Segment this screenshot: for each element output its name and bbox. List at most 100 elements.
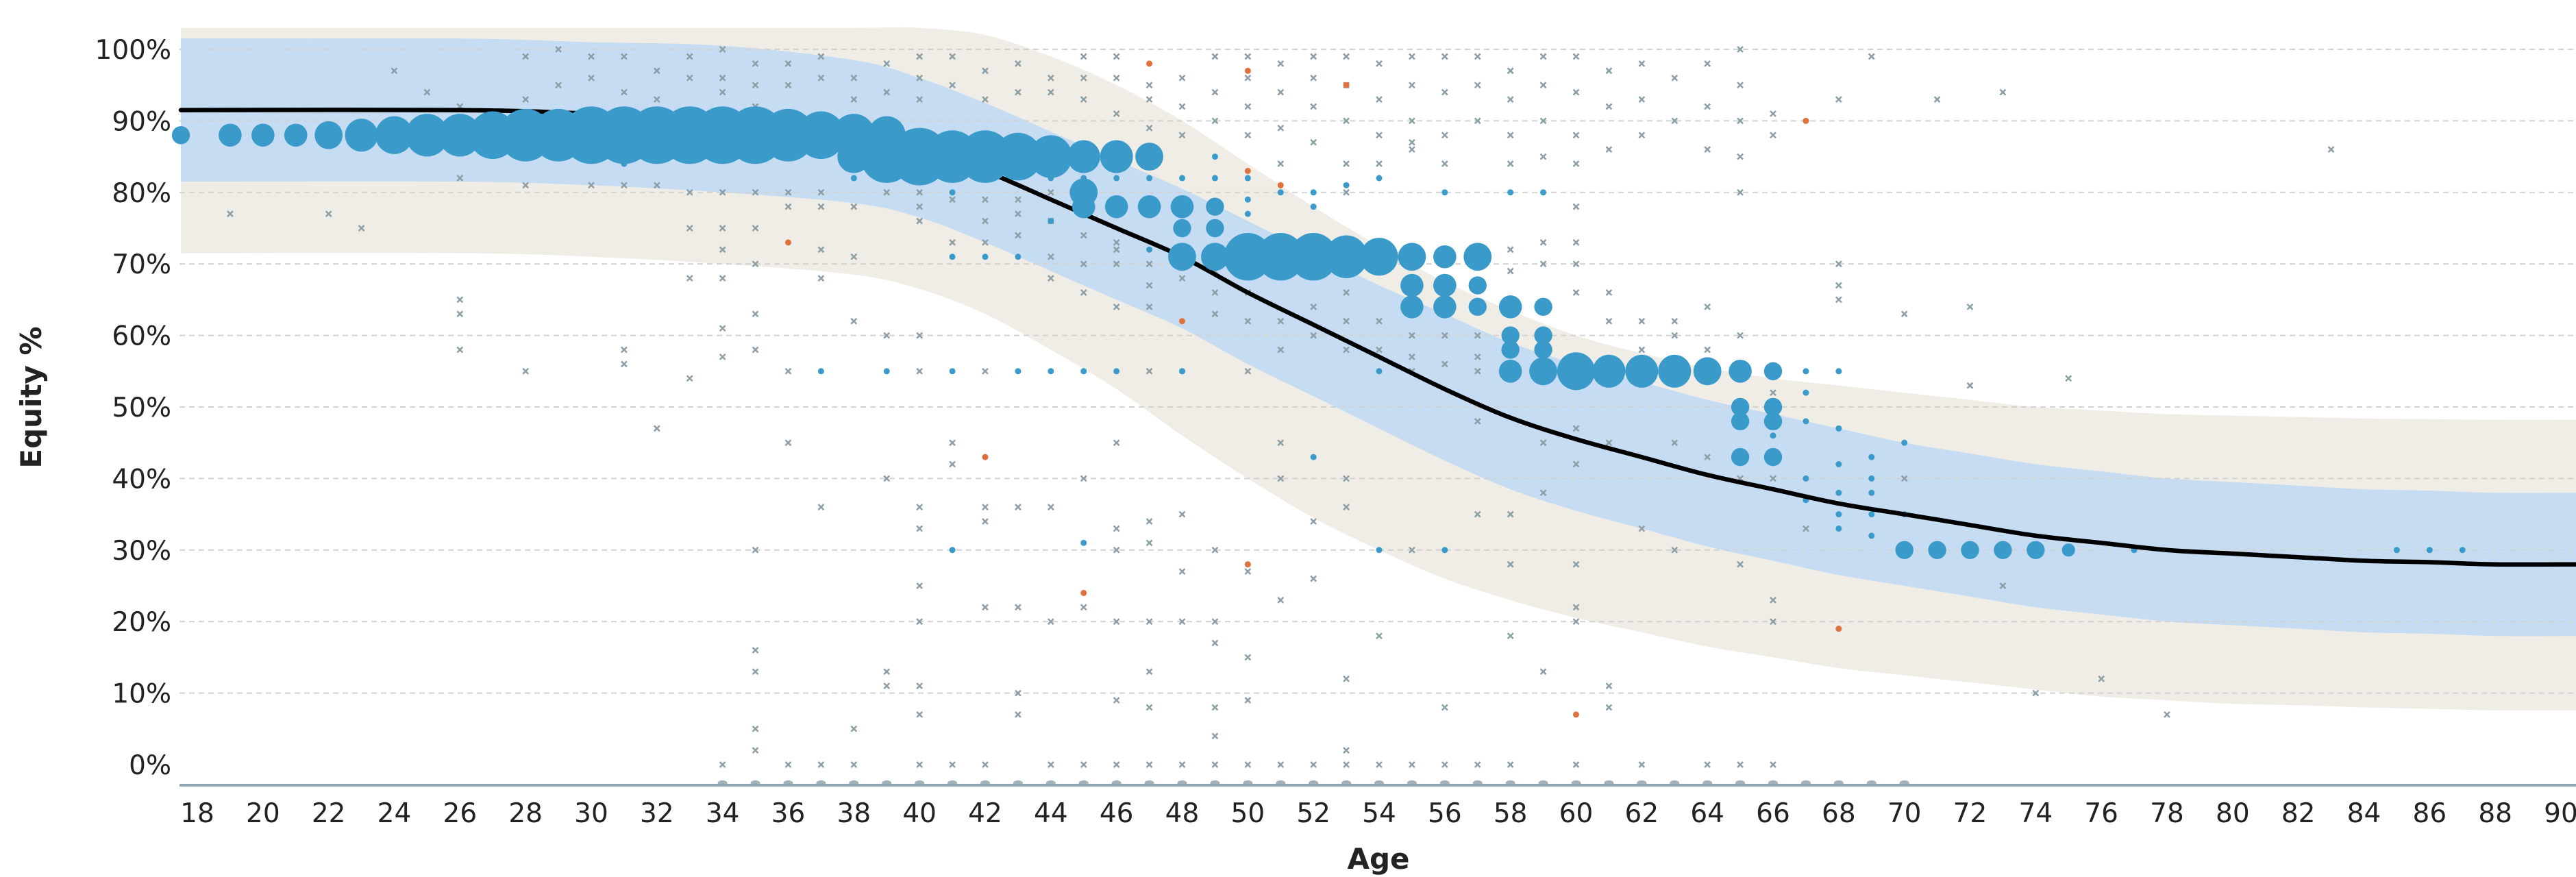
data-point <box>1605 439 1613 447</box>
data-point <box>850 175 857 182</box>
data-point-stroke <box>1211 732 1219 740</box>
data-point-stroke <box>1441 761 1448 768</box>
data-point-stroke <box>916 504 924 511</box>
data-point <box>1507 189 1514 196</box>
data-point-stroke <box>1343 747 1350 754</box>
data-point-stroke <box>1244 317 1252 325</box>
x-tick-label: 26 <box>443 798 478 829</box>
data-point <box>1900 475 1908 482</box>
data-point <box>949 439 956 447</box>
bubble-point <box>406 114 449 157</box>
data-point-stroke <box>1605 704 1613 711</box>
data-point <box>621 182 628 189</box>
data-point-stroke <box>227 210 234 218</box>
data-point <box>1113 74 1120 82</box>
data-point-stroke <box>1310 103 1317 110</box>
data-point-stroke <box>1704 454 1711 460</box>
data-point <box>1539 117 1547 125</box>
data-point-stroke <box>1343 761 1350 768</box>
data-point <box>1178 618 1186 626</box>
x-tick-label: 64 <box>1690 798 1724 829</box>
x-tick-label: 84 <box>2347 798 2381 829</box>
data-point <box>1605 289 1613 296</box>
data-point <box>1343 182 1350 188</box>
data-point <box>522 182 530 189</box>
data-point-stroke <box>1376 761 1383 768</box>
x-tick-label: 60 <box>1559 798 1594 829</box>
data-point-stroke <box>883 60 891 67</box>
data-point-stroke <box>982 504 989 511</box>
data-point <box>1015 689 1021 697</box>
y-axis-title: Equity % <box>14 326 48 468</box>
data-point <box>1343 117 1350 125</box>
data-point-stroke <box>1145 260 1153 268</box>
data-point <box>1704 303 1711 310</box>
bubble-point <box>1895 541 1914 559</box>
data-point <box>1539 53 1547 60</box>
data-point <box>1605 317 1613 325</box>
data-point-stroke <box>1113 525 1120 532</box>
data-point-stroke <box>817 761 825 768</box>
data-point <box>1933 96 1941 103</box>
data-point-stroke <box>1409 354 1415 360</box>
data-point <box>1343 317 1350 325</box>
data-point-stroke <box>1900 310 1908 318</box>
data-point-stroke <box>1704 60 1711 67</box>
data-point <box>1310 189 1317 196</box>
data-point <box>1376 368 1383 375</box>
data-point <box>850 761 858 768</box>
data-point <box>1605 146 1613 153</box>
x-tick-label: 70 <box>1887 798 1922 829</box>
data-point <box>817 74 825 82</box>
data-point-stroke <box>784 761 792 768</box>
data-point <box>555 46 562 53</box>
data-point-stroke <box>1572 260 1580 268</box>
data-point-stroke <box>850 96 858 103</box>
data-point-stroke <box>1868 53 1875 60</box>
data-point-stroke <box>916 761 924 768</box>
data-point-stroke <box>949 460 956 468</box>
y-tick-label: 40% <box>112 464 171 495</box>
data-point-stroke <box>1080 74 1087 82</box>
data-point-stroke <box>1244 74 1252 82</box>
data-point-stroke <box>1113 439 1120 447</box>
data-point-stroke <box>1999 582 2007 589</box>
data-point <box>1015 210 1021 218</box>
data-point <box>1540 189 1547 196</box>
bubble-point <box>1763 447 1783 467</box>
bubble-point <box>1763 397 1783 417</box>
data-point-stroke <box>1277 596 1285 604</box>
data-point-stroke <box>916 618 924 626</box>
data-point <box>850 725 858 732</box>
data-point-stroke <box>1409 138 1415 146</box>
data-point <box>1244 210 1251 217</box>
data-point <box>1179 318 1185 325</box>
data-point-stroke <box>752 260 759 268</box>
data-point <box>1048 368 1054 375</box>
bubble-point <box>1658 354 1692 388</box>
data-point <box>1671 332 1679 339</box>
data-point-stroke <box>1310 303 1317 310</box>
data-point-stroke <box>916 367 924 375</box>
data-point-stroke <box>982 196 989 203</box>
data-point-stroke <box>1474 332 1481 339</box>
data-point-stroke <box>1277 60 1285 67</box>
data-point-stroke <box>1671 332 1679 339</box>
data-point-stroke <box>752 82 759 89</box>
data-point <box>752 310 759 318</box>
data-point <box>1047 253 1054 260</box>
data-point-stroke <box>1145 761 1153 768</box>
data-point-stroke <box>1770 761 1776 768</box>
data-point <box>1539 260 1547 268</box>
data-point-stroke <box>456 175 464 182</box>
data-point-stroke <box>817 53 825 60</box>
data-point-stroke <box>1113 238 1120 246</box>
data-point <box>1310 332 1317 339</box>
data-point-stroke <box>1244 697 1252 704</box>
data-point <box>2327 146 2335 153</box>
data-point <box>1868 475 1875 482</box>
data-point <box>1868 511 1875 518</box>
data-point-stroke <box>621 182 628 189</box>
data-point <box>1277 160 1285 167</box>
data-point <box>1211 639 1219 647</box>
